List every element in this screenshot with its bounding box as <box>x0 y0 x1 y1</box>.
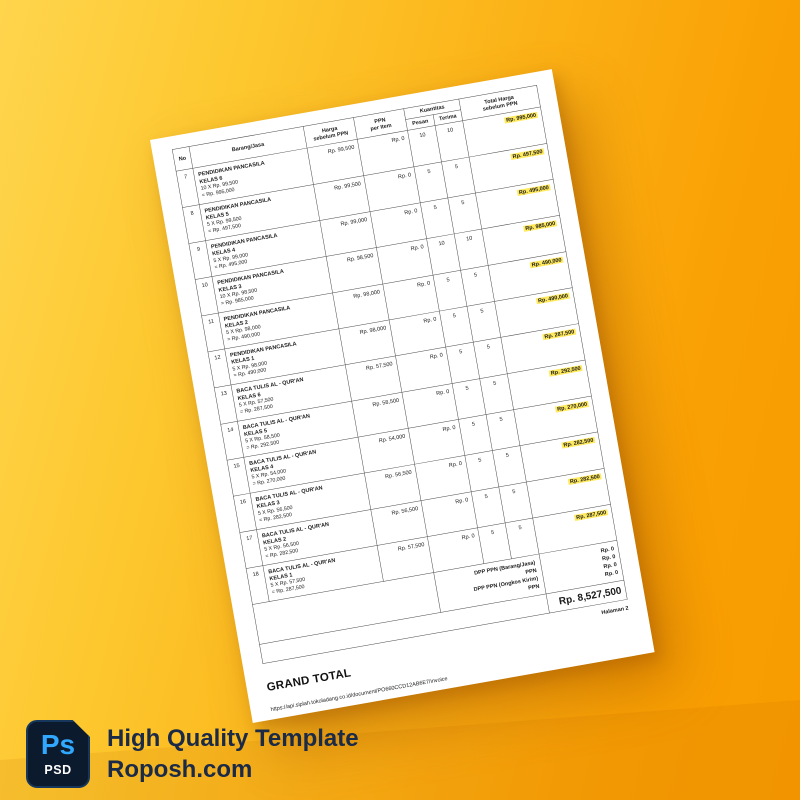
psd-format-text: PSD <box>44 763 72 777</box>
ps-logo-text: Ps <box>40 729 76 760</box>
invoice-rows: 7 PENDIDIKAN PANCASILA KELAS 6 10 X Rp. 99,… <box>176 107 617 605</box>
photoshop-psd-icon: Ps PSD <box>26 720 90 788</box>
brand-site: Roposh.com <box>107 756 253 783</box>
branding-block: Ps PSD High Quality Template Roposh.com <box>26 720 359 788</box>
invoice-page: No Barang/Jasa Harga sebelum PPN PPN per… <box>150 69 655 724</box>
invoice-table: No Barang/Jasa Harga sebelum PPN PPN per… <box>172 85 628 664</box>
brand-caption: High Quality Template Roposh.com <box>107 723 359 785</box>
brand-title: High Quality Template <box>107 724 359 752</box>
